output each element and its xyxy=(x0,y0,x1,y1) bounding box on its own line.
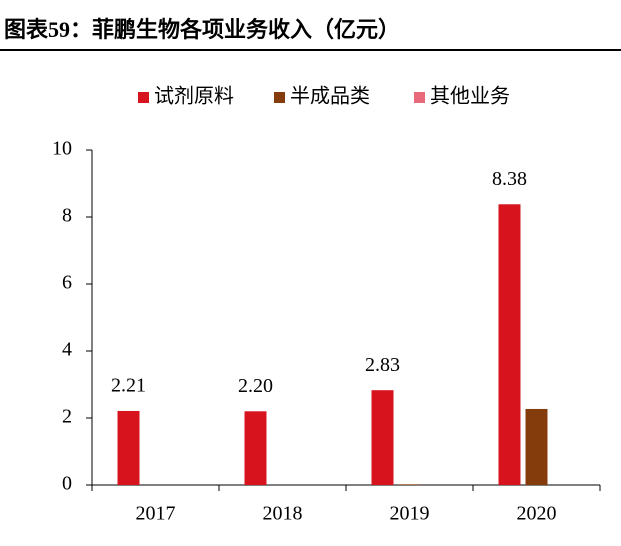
legend-label: 试剂原料 xyxy=(154,85,234,108)
y-tick-label: 6 xyxy=(62,272,72,294)
data-label: 8.38 xyxy=(492,168,527,190)
y-tick-label: 0 xyxy=(62,473,72,495)
legend-label: 其他业务 xyxy=(430,85,510,108)
bar xyxy=(371,390,394,485)
data-label: 2.21 xyxy=(111,375,146,397)
data-label: 2.20 xyxy=(238,375,273,397)
legend-swatch xyxy=(414,92,425,103)
bar xyxy=(244,411,267,485)
y-tick-label: 2 xyxy=(62,406,72,428)
legend-label: 半成品类 xyxy=(290,85,370,108)
y-tick-label: 4 xyxy=(62,339,72,361)
legend-swatch xyxy=(274,92,285,103)
bar xyxy=(525,408,548,485)
bar xyxy=(117,410,140,485)
y-tick-label: 8 xyxy=(62,205,72,227)
x-tick-label: 2020 xyxy=(517,503,557,525)
x-tick-label: 2018 xyxy=(263,503,303,525)
bar xyxy=(398,484,421,485)
data-label: 2.83 xyxy=(365,354,400,376)
y-tick-label: 10 xyxy=(52,138,72,160)
legend-swatch xyxy=(138,92,149,103)
chart-title: 图表59：菲鹏生物各项业务收入（亿元） xyxy=(4,17,400,42)
bar xyxy=(498,204,521,485)
x-tick-label: 2019 xyxy=(390,503,430,525)
x-tick-label: 2017 xyxy=(136,503,176,525)
